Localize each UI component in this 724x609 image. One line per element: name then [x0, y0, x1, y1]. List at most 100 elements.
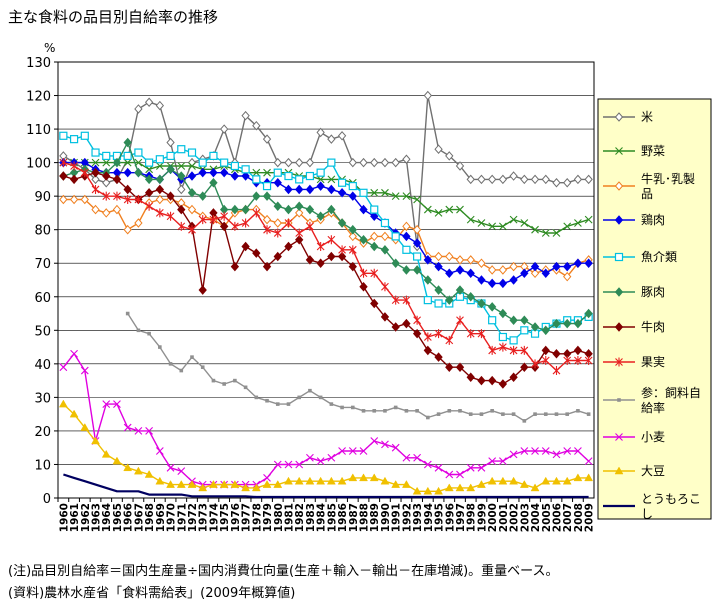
data-point — [552, 229, 561, 237]
x-tick-label: 1979 — [262, 503, 274, 532]
data-point — [402, 295, 411, 305]
y-axis-unit-label: % — [44, 41, 55, 55]
data-point — [423, 486, 433, 495]
data-point — [477, 174, 486, 185]
x-tick-label: 1993 — [412, 503, 424, 532]
x-tick-label: 1964 — [101, 503, 113, 532]
data-point — [445, 335, 454, 345]
data-point — [574, 355, 582, 365]
x-tick-label: 1985 — [326, 503, 338, 532]
data-point — [380, 245, 390, 255]
data-point — [59, 171, 68, 181]
data-point — [573, 258, 583, 268]
legend-marker — [614, 466, 624, 475]
data-point — [520, 315, 529, 326]
data-point — [80, 168, 89, 178]
data-point — [520, 345, 529, 355]
data-point — [284, 157, 293, 168]
data-point — [91, 167, 100, 178]
data-point — [158, 345, 162, 349]
data-point — [198, 167, 207, 178]
data-point — [123, 137, 132, 148]
data-point — [112, 174, 122, 185]
data-point — [455, 483, 465, 492]
data-point — [80, 423, 90, 431]
data-point — [327, 204, 336, 215]
data-point — [351, 405, 355, 410]
data-point — [327, 453, 336, 462]
data-point — [190, 355, 194, 359]
data-point — [359, 473, 368, 482]
data-point — [426, 415, 430, 420]
data-point — [241, 483, 251, 492]
legend-label: 参：飼料自給率 — [641, 385, 701, 415]
data-point — [123, 463, 133, 472]
data-point — [402, 221, 411, 232]
data-point — [391, 232, 400, 241]
y-tick-label: 100 — [26, 157, 51, 172]
x-tick-label: 1966 — [123, 503, 135, 532]
data-point — [530, 483, 540, 492]
data-point — [337, 476, 347, 485]
data-point — [498, 457, 507, 465]
data-point — [423, 90, 433, 101]
legend-marker — [614, 215, 624, 225]
data-point — [145, 165, 154, 174]
source-note: (資料)農林水産省「食料需給表」(2009年概算値) — [8, 586, 296, 601]
x-tick-label: 1960 — [58, 503, 70, 532]
data-point — [466, 329, 475, 339]
data-point — [273, 201, 282, 211]
data-point — [445, 295, 454, 305]
data-point — [177, 162, 186, 170]
data-point — [155, 476, 165, 485]
data-point — [144, 188, 154, 198]
data-point — [123, 151, 132, 161]
data-point — [155, 100, 165, 111]
data-point — [413, 252, 422, 261]
data-point — [316, 211, 325, 222]
data-point — [370, 298, 379, 309]
data-point — [584, 258, 593, 268]
data-point — [381, 282, 389, 292]
data-point — [455, 285, 465, 295]
data-point — [252, 248, 261, 258]
data-point — [273, 157, 282, 168]
data-point — [337, 131, 347, 141]
data-point — [509, 215, 518, 224]
data-point — [412, 486, 422, 495]
data-point — [123, 158, 132, 167]
data-point — [123, 224, 132, 235]
x-tick-label: 1969 — [155, 503, 167, 532]
data-point — [348, 245, 357, 255]
data-point — [102, 191, 111, 201]
data-point — [372, 409, 377, 413]
data-point — [101, 449, 111, 458]
data-point — [434, 329, 443, 339]
data-point — [295, 228, 304, 238]
series-8 — [125, 311, 591, 423]
data-point — [252, 191, 261, 201]
x-tick-label: 1995 — [434, 503, 446, 532]
data-point — [401, 480, 411, 488]
legend-label: 牛肉 — [641, 319, 665, 334]
data-point — [509, 345, 518, 355]
data-point — [584, 308, 593, 319]
legend-entry: 大豆 — [603, 464, 665, 478]
x-tick-label: 1973 — [198, 503, 210, 532]
data-point — [466, 463, 475, 472]
data-point — [318, 395, 323, 400]
data-point — [380, 157, 390, 168]
data-point — [434, 261, 443, 272]
data-point — [316, 241, 325, 251]
data-point — [252, 175, 261, 184]
data-point — [584, 457, 593, 465]
data-point — [254, 395, 259, 400]
data-point — [359, 157, 368, 168]
data-point — [563, 447, 572, 455]
data-point — [361, 409, 366, 413]
data-point — [295, 208, 304, 218]
plot-area — [57, 61, 595, 499]
data-point — [370, 211, 379, 222]
x-tick-label: 2002 — [509, 503, 521, 532]
